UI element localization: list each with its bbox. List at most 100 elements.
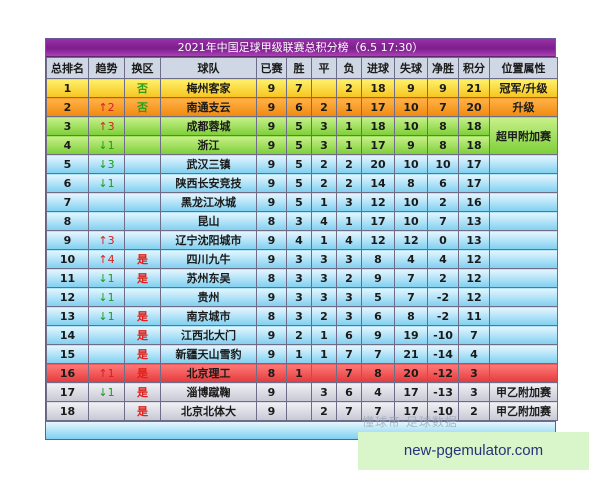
losses-cell: 3 <box>336 306 362 326</box>
table-row: 5 ↓3 武汉三镇 9 5 2 2 20 10 10 17 <box>46 154 558 174</box>
goals-for-cell: 14 <box>361 173 395 193</box>
header-goal-diff: 净胜 <box>427 57 459 79</box>
team-cell: 北京理工 <box>160 363 257 383</box>
rank-cell: 16 <box>46 363 89 383</box>
points-cell: 21 <box>458 78 490 98</box>
rank-cell: 13 <box>46 306 89 326</box>
trend-cell <box>88 325 125 345</box>
team-cell: 南京城市 <box>160 306 257 326</box>
goals-against-cell: 20 <box>394 363 428 383</box>
played-cell: 9 <box>256 382 287 402</box>
watermark-text: 懂球帝·足球数据 <box>362 415 458 429</box>
zone-cell <box>124 211 161 231</box>
losses-cell: 7 <box>336 344 362 364</box>
points-cell: 12 <box>458 268 490 288</box>
goals-for-cell: 9 <box>361 325 395 345</box>
standings-board: 2021年中国足球甲级联赛总积分榜（6.5 17:30） 总排名 趋势 换区 球… <box>45 38 558 440</box>
goals-against-cell: 12 <box>394 230 428 250</box>
trend-cell: ↓1 <box>88 268 125 288</box>
goals-for-cell: 12 <box>361 192 395 212</box>
table-row: 8 昆山 8 3 4 1 17 10 7 13 <box>46 211 558 231</box>
draws-cell: 3 <box>311 135 337 155</box>
wins-cell: 3 <box>286 211 312 231</box>
team-cell: 辽宁沈阳城市 <box>160 230 257 250</box>
trend-cell <box>88 401 125 421</box>
trend-cell: ↓1 <box>88 306 125 326</box>
goal-diff-cell: 8 <box>427 135 459 155</box>
wins-cell: 5 <box>286 173 312 193</box>
position-attr-cell <box>489 154 558 174</box>
losses-cell: 2 <box>336 78 362 98</box>
goals-against-cell: 8 <box>394 173 428 193</box>
played-cell: 9 <box>256 97 287 117</box>
wins-cell: 3 <box>286 306 312 326</box>
goal-diff-cell: -14 <box>427 344 459 364</box>
points-cell: 12 <box>458 249 490 269</box>
points-cell: 17 <box>458 154 490 174</box>
goals-against-cell: 9 <box>394 135 428 155</box>
standings-table: 总排名 趋势 换区 球队 已赛 胜 平 负 进球 失球 净胜 积分 位置属性 1… <box>46 57 558 421</box>
header-rank: 总排名 <box>46 57 89 79</box>
zone-cell <box>124 173 161 193</box>
zone-cell: 是 <box>124 268 161 288</box>
draws-cell: 1 <box>311 192 337 212</box>
goals-against-cell: 21 <box>394 344 428 364</box>
draws-cell: 1 <box>311 230 337 250</box>
played-cell: 8 <box>256 363 287 383</box>
goals-for-cell: 17 <box>361 211 395 231</box>
zone-cell <box>124 116 161 136</box>
points-cell: 12 <box>458 287 490 307</box>
position-attr-cell <box>489 268 558 288</box>
losses-cell: 6 <box>336 325 362 345</box>
goals-for-cell: 8 <box>361 249 395 269</box>
zone-cell <box>124 154 161 174</box>
goals-for-cell: 18 <box>361 116 395 136</box>
goals-against-cell: 10 <box>394 97 428 117</box>
points-cell: 4 <box>458 344 490 364</box>
trend-cell: ↓1 <box>88 135 125 155</box>
team-cell: 贵州 <box>160 287 257 307</box>
table-title: 2021年中国足球甲级联赛总积分榜（6.5 17:30） <box>46 39 555 57</box>
losses-cell: 1 <box>336 211 362 231</box>
losses-cell: 1 <box>336 116 362 136</box>
rank-cell: 10 <box>46 249 89 269</box>
team-cell: 淄博蹴鞠 <box>160 382 257 402</box>
goals-for-cell: 4 <box>361 382 395 402</box>
header-draws: 平 <box>311 57 337 79</box>
team-cell: 新疆天山雪豹 <box>160 344 257 364</box>
table-row: 9 ↑3 辽宁沈阳城市 9 4 1 4 12 12 0 13 <box>46 230 558 250</box>
wins-cell: 7 <box>286 78 312 98</box>
goals-against-cell: 10 <box>394 154 428 174</box>
rank-cell: 15 <box>46 344 89 364</box>
position-attr-cell <box>489 192 558 212</box>
rank-cell: 2 <box>46 97 89 117</box>
points-cell: 7 <box>458 325 490 345</box>
losses-cell: 7 <box>336 363 362 383</box>
trend-cell: ↓1 <box>88 382 125 402</box>
position-attr-cell <box>489 249 558 269</box>
wins-cell: 5 <box>286 154 312 174</box>
draws-cell: 2 <box>311 97 337 117</box>
table-row: 18 是北京北体大 9 2 7 7 17 -10 2 甲乙附加赛 <box>46 401 558 421</box>
goals-against-cell: 10 <box>394 211 428 231</box>
losses-cell: 6 <box>336 382 362 402</box>
losses-cell: 4 <box>336 230 362 250</box>
goals-for-cell: 7 <box>361 344 395 364</box>
rank-cell: 6 <box>46 173 89 193</box>
rank-cell: 9 <box>46 230 89 250</box>
draws-cell: 4 <box>311 211 337 231</box>
goals-against-cell: 7 <box>394 287 428 307</box>
table-row: 7 黑龙江冰城 9 5 1 3 12 10 2 16 <box>46 192 558 212</box>
goals-for-cell: 5 <box>361 287 395 307</box>
header-team: 球队 <box>160 57 257 79</box>
points-cell: 20 <box>458 97 490 117</box>
trend-cell <box>88 344 125 364</box>
team-cell: 梅州客家 <box>160 78 257 98</box>
goals-for-cell: 7 <box>361 401 395 421</box>
table-row: 15 是新疆天山雪豹 9 1 1 7 7 21 -14 4 <box>46 344 558 364</box>
points-cell: 3 <box>458 363 490 383</box>
table-row: 4 ↓1 浙江 9 5 3 1 17 9 8 18 <box>46 135 558 155</box>
played-cell: 9 <box>256 344 287 364</box>
trend-cell <box>88 211 125 231</box>
goals-for-cell: 8 <box>361 363 395 383</box>
